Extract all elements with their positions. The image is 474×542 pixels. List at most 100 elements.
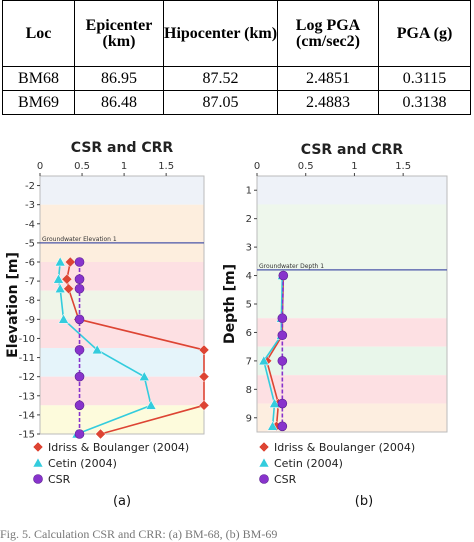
data-point-a-1 xyxy=(91,344,103,355)
data-point-a-0 xyxy=(63,283,74,295)
legend-label-b-0: Idriss & Boulanger (2004) xyxy=(274,441,415,454)
data-point-a-1 xyxy=(138,371,150,381)
data-point-a-1 xyxy=(145,399,157,410)
x-tick-label-a: 1.5 xyxy=(158,161,174,172)
layer-band-a-5 xyxy=(40,348,204,377)
header-log-pga: Log PGA (cm/sec2) xyxy=(277,0,379,67)
y-tick-label-a: -14 xyxy=(19,410,35,421)
legend-marker-b-1 xyxy=(258,457,270,468)
plot-frame-a xyxy=(39,175,205,435)
x-tick-label-a: 0 xyxy=(37,161,43,172)
table-cell: 87.05 xyxy=(163,90,278,115)
y-tick-label-a: -15 xyxy=(19,430,35,441)
x-tick-label-a: 1 xyxy=(121,161,127,172)
y-tick-label-a: -8 xyxy=(25,296,35,307)
table-row: BM69 86.48 87.05 2.4883 0.3138 xyxy=(2,90,471,115)
legend-label-a-1: Cetin (2004) xyxy=(48,457,117,470)
layer-band-b-5 xyxy=(257,403,447,432)
data-point-a-1 xyxy=(58,313,69,324)
legend-marker-b-0 xyxy=(258,441,270,453)
data-point-a-2 xyxy=(74,283,85,294)
data-point-a-0 xyxy=(95,428,106,440)
y-tick-label-a: -5 xyxy=(25,238,35,249)
data-point-b-1 xyxy=(269,398,280,408)
legend-label-b-2: CSR xyxy=(274,473,297,486)
y-tick-label-a: -3 xyxy=(25,200,35,211)
data-point-b-1 xyxy=(267,420,279,431)
layer-band-b-2 xyxy=(257,318,447,347)
y-tick-label-a: -12 xyxy=(19,372,35,383)
data-point-a-2 xyxy=(74,371,85,382)
x-tick-label-b: 1.5 xyxy=(395,161,411,172)
y-tick-label-b: 4 xyxy=(246,271,252,282)
legend-marker-b-2 xyxy=(259,474,269,484)
panel-label-a: (a) xyxy=(113,494,131,509)
header-epicenter: Epicenter (km) xyxy=(74,0,164,67)
data-point-b-1 xyxy=(258,355,270,366)
table-row: BM68 86.95 87.52 2.4851 0.3115 xyxy=(2,66,471,91)
y-tick-label-b: 7 xyxy=(246,356,252,367)
x-tick-label-b: 0.5 xyxy=(298,161,314,172)
x-tick-label-b: 0 xyxy=(254,161,260,172)
layer-band-a-7 xyxy=(40,405,204,434)
y-tick-label-b: 1 xyxy=(246,186,252,197)
table-cell: 87.52 xyxy=(163,66,278,91)
table-cell: 86.48 xyxy=(74,90,164,115)
legend-marker-a-1 xyxy=(32,457,44,468)
y-tick-label-a: -4 xyxy=(25,219,35,230)
legend-label-a-0: Idriss & Boulanger (2004) xyxy=(48,441,189,454)
csr-crr-charts: CSR and CRR 0 0.5 1 1.5 -2 -3 -4 -5 -6 -7 -8 -9 -10 -1… xyxy=(5,140,448,509)
x-tick-label-b: 1 xyxy=(351,161,357,172)
layer-band-b-0 xyxy=(257,176,447,205)
table-cell: 86.95 xyxy=(74,66,164,91)
layer-band-a-6 xyxy=(40,376,204,406)
layer-band-a-3 xyxy=(40,290,204,320)
data-point-a-2 xyxy=(74,429,85,439)
legend-marker-a-0 xyxy=(32,441,44,453)
data-point-b-2 xyxy=(277,356,288,366)
y-tick-label-a: -13 xyxy=(19,391,35,402)
figure-caption: Fig. 5. Calculation CSR and CRR: (a) BM-… xyxy=(0,527,278,541)
data-point-a-2 xyxy=(74,274,85,285)
legend-marker-a-2 xyxy=(33,474,43,484)
layer-band-a-1 xyxy=(40,204,204,262)
y-tick-label-b: 6 xyxy=(246,328,252,339)
pga-table: Loc Epicenter (km) Hipocenter (km) Log P… xyxy=(2,0,471,115)
x-tick-label-a: 0.5 xyxy=(74,161,90,172)
table-cell: 0.3138 xyxy=(378,90,471,115)
y-tick-label-b: 8 xyxy=(246,385,252,396)
y-tick-label-a: -11 xyxy=(19,353,35,364)
data-point-a-0 xyxy=(198,399,210,411)
y-tick-label-a: -7 xyxy=(25,277,35,288)
legend-label-b-1: Cetin (2004) xyxy=(274,457,343,470)
data-point-a-0 xyxy=(64,256,76,268)
y-axis-label-b: Depth [m] xyxy=(222,264,238,344)
data-point-a-2 xyxy=(74,314,85,325)
data-point-a-0 xyxy=(61,273,73,285)
legend-label-a-2: CSR xyxy=(48,473,71,486)
table-cell: BM68 xyxy=(2,66,75,91)
y-tick-label-a: -6 xyxy=(25,258,35,269)
data-point-b-2 xyxy=(277,398,288,409)
data-point-a-2 xyxy=(74,257,85,267)
data-point-b-2 xyxy=(277,313,288,324)
y-tick-label-a: -10 xyxy=(19,334,35,345)
layer-band-b-4 xyxy=(257,375,447,404)
y-axis-label-a: Elevation [m] xyxy=(5,252,21,358)
header-hipocenter: Hipocenter (km) xyxy=(163,0,278,67)
data-point-a-0 xyxy=(198,344,210,356)
data-point-b-2 xyxy=(277,330,288,341)
header-loc: Loc xyxy=(2,0,75,67)
data-point-b-2 xyxy=(278,270,289,281)
table-cell: BM69 xyxy=(2,90,75,115)
series-line-b-2 xyxy=(281,275,285,427)
groundwater-label-b: Groundwater Depth 1 xyxy=(259,263,324,270)
layer-band-b-1 xyxy=(257,204,447,319)
y-tick-label-a: -2 xyxy=(25,181,35,192)
chart-title-b: CSR and CRR xyxy=(301,142,404,158)
groundwater-label-a: Groundwater Elevation 1 xyxy=(42,236,117,243)
header-pga: PGA (g) xyxy=(378,0,471,67)
data-point-a-1 xyxy=(53,273,64,284)
y-tick-label-a: -9 xyxy=(25,315,35,326)
y-tick-label-b: 5 xyxy=(246,300,252,311)
